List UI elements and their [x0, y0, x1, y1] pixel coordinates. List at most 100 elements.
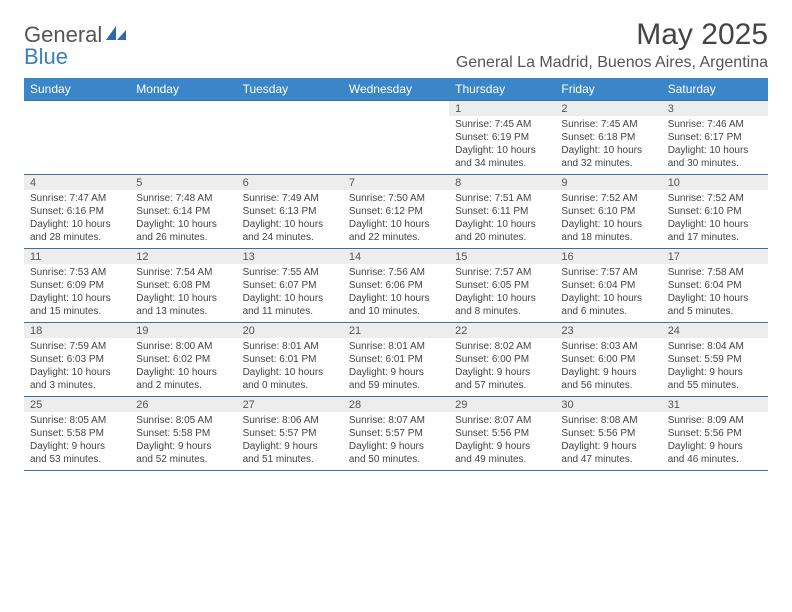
sunrise-line: Sunrise: 7:54 AM [136, 266, 230, 279]
day-cell: Sunrise: 8:02 AMSunset: 6:00 PMDaylight:… [449, 338, 555, 397]
day-cell: Sunrise: 7:59 AMSunset: 6:03 PMDaylight:… [24, 338, 130, 397]
sunrise-line: Sunrise: 7:57 AM [561, 266, 655, 279]
day-number: 23 [555, 323, 661, 339]
sunset-line: Sunset: 6:05 PM [455, 279, 549, 292]
daylight-line: Daylight: 10 hours and 10 minutes. [349, 292, 443, 318]
sunset-line: Sunset: 5:56 PM [455, 427, 549, 440]
daylight-line: Daylight: 10 hours and 0 minutes. [243, 366, 337, 392]
day-number: 6 [237, 175, 343, 191]
sunset-line: Sunset: 6:09 PM [30, 279, 124, 292]
day-cell: Sunrise: 7:49 AMSunset: 6:13 PMDaylight:… [237, 190, 343, 249]
sunrise-line: Sunrise: 7:47 AM [30, 192, 124, 205]
title-block: May 2025 General La Madrid, Buenos Aires… [456, 18, 768, 72]
day-cell: Sunrise: 7:56 AMSunset: 6:06 PMDaylight:… [343, 264, 449, 323]
daylight-line: Daylight: 10 hours and 20 minutes. [455, 218, 549, 244]
day-cell: Sunrise: 7:54 AMSunset: 6:08 PMDaylight:… [130, 264, 236, 323]
daylight-line: Daylight: 9 hours and 57 minutes. [455, 366, 549, 392]
sunset-line: Sunset: 6:01 PM [349, 353, 443, 366]
day-info-row: Sunrise: 7:47 AMSunset: 6:16 PMDaylight:… [24, 190, 768, 249]
empty-cell [343, 116, 449, 175]
day-number-row: 25262728293031 [24, 397, 768, 413]
day-number: 25 [24, 397, 130, 413]
day-number: 9 [555, 175, 661, 191]
sunrise-line: Sunrise: 7:45 AM [561, 118, 655, 131]
day-number: 28 [343, 397, 449, 413]
daylight-line: Daylight: 9 hours and 47 minutes. [561, 440, 655, 466]
day-number: 12 [130, 249, 236, 265]
sunset-line: Sunset: 5:59 PM [668, 353, 762, 366]
daylight-line: Daylight: 10 hours and 6 minutes. [561, 292, 655, 318]
day-number: 22 [449, 323, 555, 339]
sunrise-line: Sunrise: 7:53 AM [30, 266, 124, 279]
day-cell: Sunrise: 8:07 AMSunset: 5:56 PMDaylight:… [449, 412, 555, 470]
day-number: 8 [449, 175, 555, 191]
sunrise-line: Sunrise: 8:07 AM [455, 414, 549, 427]
day-number-row: 45678910 [24, 175, 768, 191]
empty-cell [24, 101, 130, 117]
daylight-line: Daylight: 10 hours and 18 minutes. [561, 218, 655, 244]
bottom-rule [24, 470, 768, 471]
day-number-row: 123 [24, 101, 768, 117]
sunset-line: Sunset: 6:11 PM [455, 205, 549, 218]
daylight-line: Daylight: 10 hours and 24 minutes. [243, 218, 337, 244]
sunrise-line: Sunrise: 8:04 AM [668, 340, 762, 353]
sunset-line: Sunset: 6:18 PM [561, 131, 655, 144]
sunrise-line: Sunrise: 8:08 AM [561, 414, 655, 427]
sunrise-line: Sunrise: 8:05 AM [30, 414, 124, 427]
day-info-row: Sunrise: 8:05 AMSunset: 5:58 PMDaylight:… [24, 412, 768, 470]
sunset-line: Sunset: 6:16 PM [30, 205, 124, 218]
sunrise-line: Sunrise: 7:49 AM [243, 192, 337, 205]
daylight-line: Daylight: 10 hours and 11 minutes. [243, 292, 337, 318]
sunrise-line: Sunrise: 7:51 AM [455, 192, 549, 205]
sunset-line: Sunset: 5:57 PM [243, 427, 337, 440]
sunset-line: Sunset: 6:00 PM [561, 353, 655, 366]
day-number: 15 [449, 249, 555, 265]
sunrise-line: Sunrise: 8:03 AM [561, 340, 655, 353]
day-cell: Sunrise: 8:07 AMSunset: 5:57 PMDaylight:… [343, 412, 449, 470]
sunrise-line: Sunrise: 8:07 AM [349, 414, 443, 427]
weekday-header: Saturday [662, 78, 768, 101]
daylight-line: Daylight: 10 hours and 15 minutes. [30, 292, 124, 318]
sunrise-line: Sunrise: 7:59 AM [30, 340, 124, 353]
day-number: 24 [662, 323, 768, 339]
weekday-header: Friday [555, 78, 661, 101]
day-number: 18 [24, 323, 130, 339]
sunset-line: Sunset: 6:17 PM [668, 131, 762, 144]
day-number: 20 [237, 323, 343, 339]
daylight-line: Daylight: 10 hours and 28 minutes. [30, 218, 124, 244]
sunrise-line: Sunrise: 8:09 AM [668, 414, 762, 427]
day-cell: Sunrise: 8:03 AMSunset: 6:00 PMDaylight:… [555, 338, 661, 397]
sunrise-line: Sunrise: 7:57 AM [455, 266, 549, 279]
sunrise-line: Sunrise: 8:06 AM [243, 414, 337, 427]
calendar-table: SundayMondayTuesdayWednesdayThursdayFrid… [24, 78, 768, 470]
sunrise-line: Sunrise: 7:50 AM [349, 192, 443, 205]
sunrise-line: Sunrise: 7:52 AM [668, 192, 762, 205]
day-cell: Sunrise: 7:48 AMSunset: 6:14 PMDaylight:… [130, 190, 236, 249]
sunrise-line: Sunrise: 8:02 AM [455, 340, 549, 353]
sunset-line: Sunset: 6:04 PM [668, 279, 762, 292]
sunset-line: Sunset: 5:56 PM [561, 427, 655, 440]
logo-sail-icon [106, 26, 128, 42]
day-number: 10 [662, 175, 768, 191]
daylight-line: Daylight: 10 hours and 26 minutes. [136, 218, 230, 244]
day-number-row: 18192021222324 [24, 323, 768, 339]
sunset-line: Sunset: 6:08 PM [136, 279, 230, 292]
day-number: 21 [343, 323, 449, 339]
day-cell: Sunrise: 7:52 AMSunset: 6:10 PMDaylight:… [662, 190, 768, 249]
sunset-line: Sunset: 6:03 PM [30, 353, 124, 366]
day-cell: Sunrise: 7:57 AMSunset: 6:04 PMDaylight:… [555, 264, 661, 323]
sunrise-line: Sunrise: 8:01 AM [349, 340, 443, 353]
daylight-line: Daylight: 9 hours and 59 minutes. [349, 366, 443, 392]
header: General Blue May 2025 General La Madrid,… [24, 18, 768, 72]
sunset-line: Sunset: 6:12 PM [349, 205, 443, 218]
daylight-line: Daylight: 9 hours and 55 minutes. [668, 366, 762, 392]
daylight-line: Daylight: 10 hours and 8 minutes. [455, 292, 549, 318]
sunset-line: Sunset: 6:13 PM [243, 205, 337, 218]
empty-cell [237, 116, 343, 175]
day-cell: Sunrise: 7:45 AMSunset: 6:19 PMDaylight:… [449, 116, 555, 175]
daylight-line: Daylight: 10 hours and 32 minutes. [561, 144, 655, 170]
day-cell: Sunrise: 7:58 AMSunset: 6:04 PMDaylight:… [662, 264, 768, 323]
day-cell: Sunrise: 7:45 AMSunset: 6:18 PMDaylight:… [555, 116, 661, 175]
day-cell: Sunrise: 7:53 AMSunset: 6:09 PMDaylight:… [24, 264, 130, 323]
sunrise-line: Sunrise: 7:55 AM [243, 266, 337, 279]
